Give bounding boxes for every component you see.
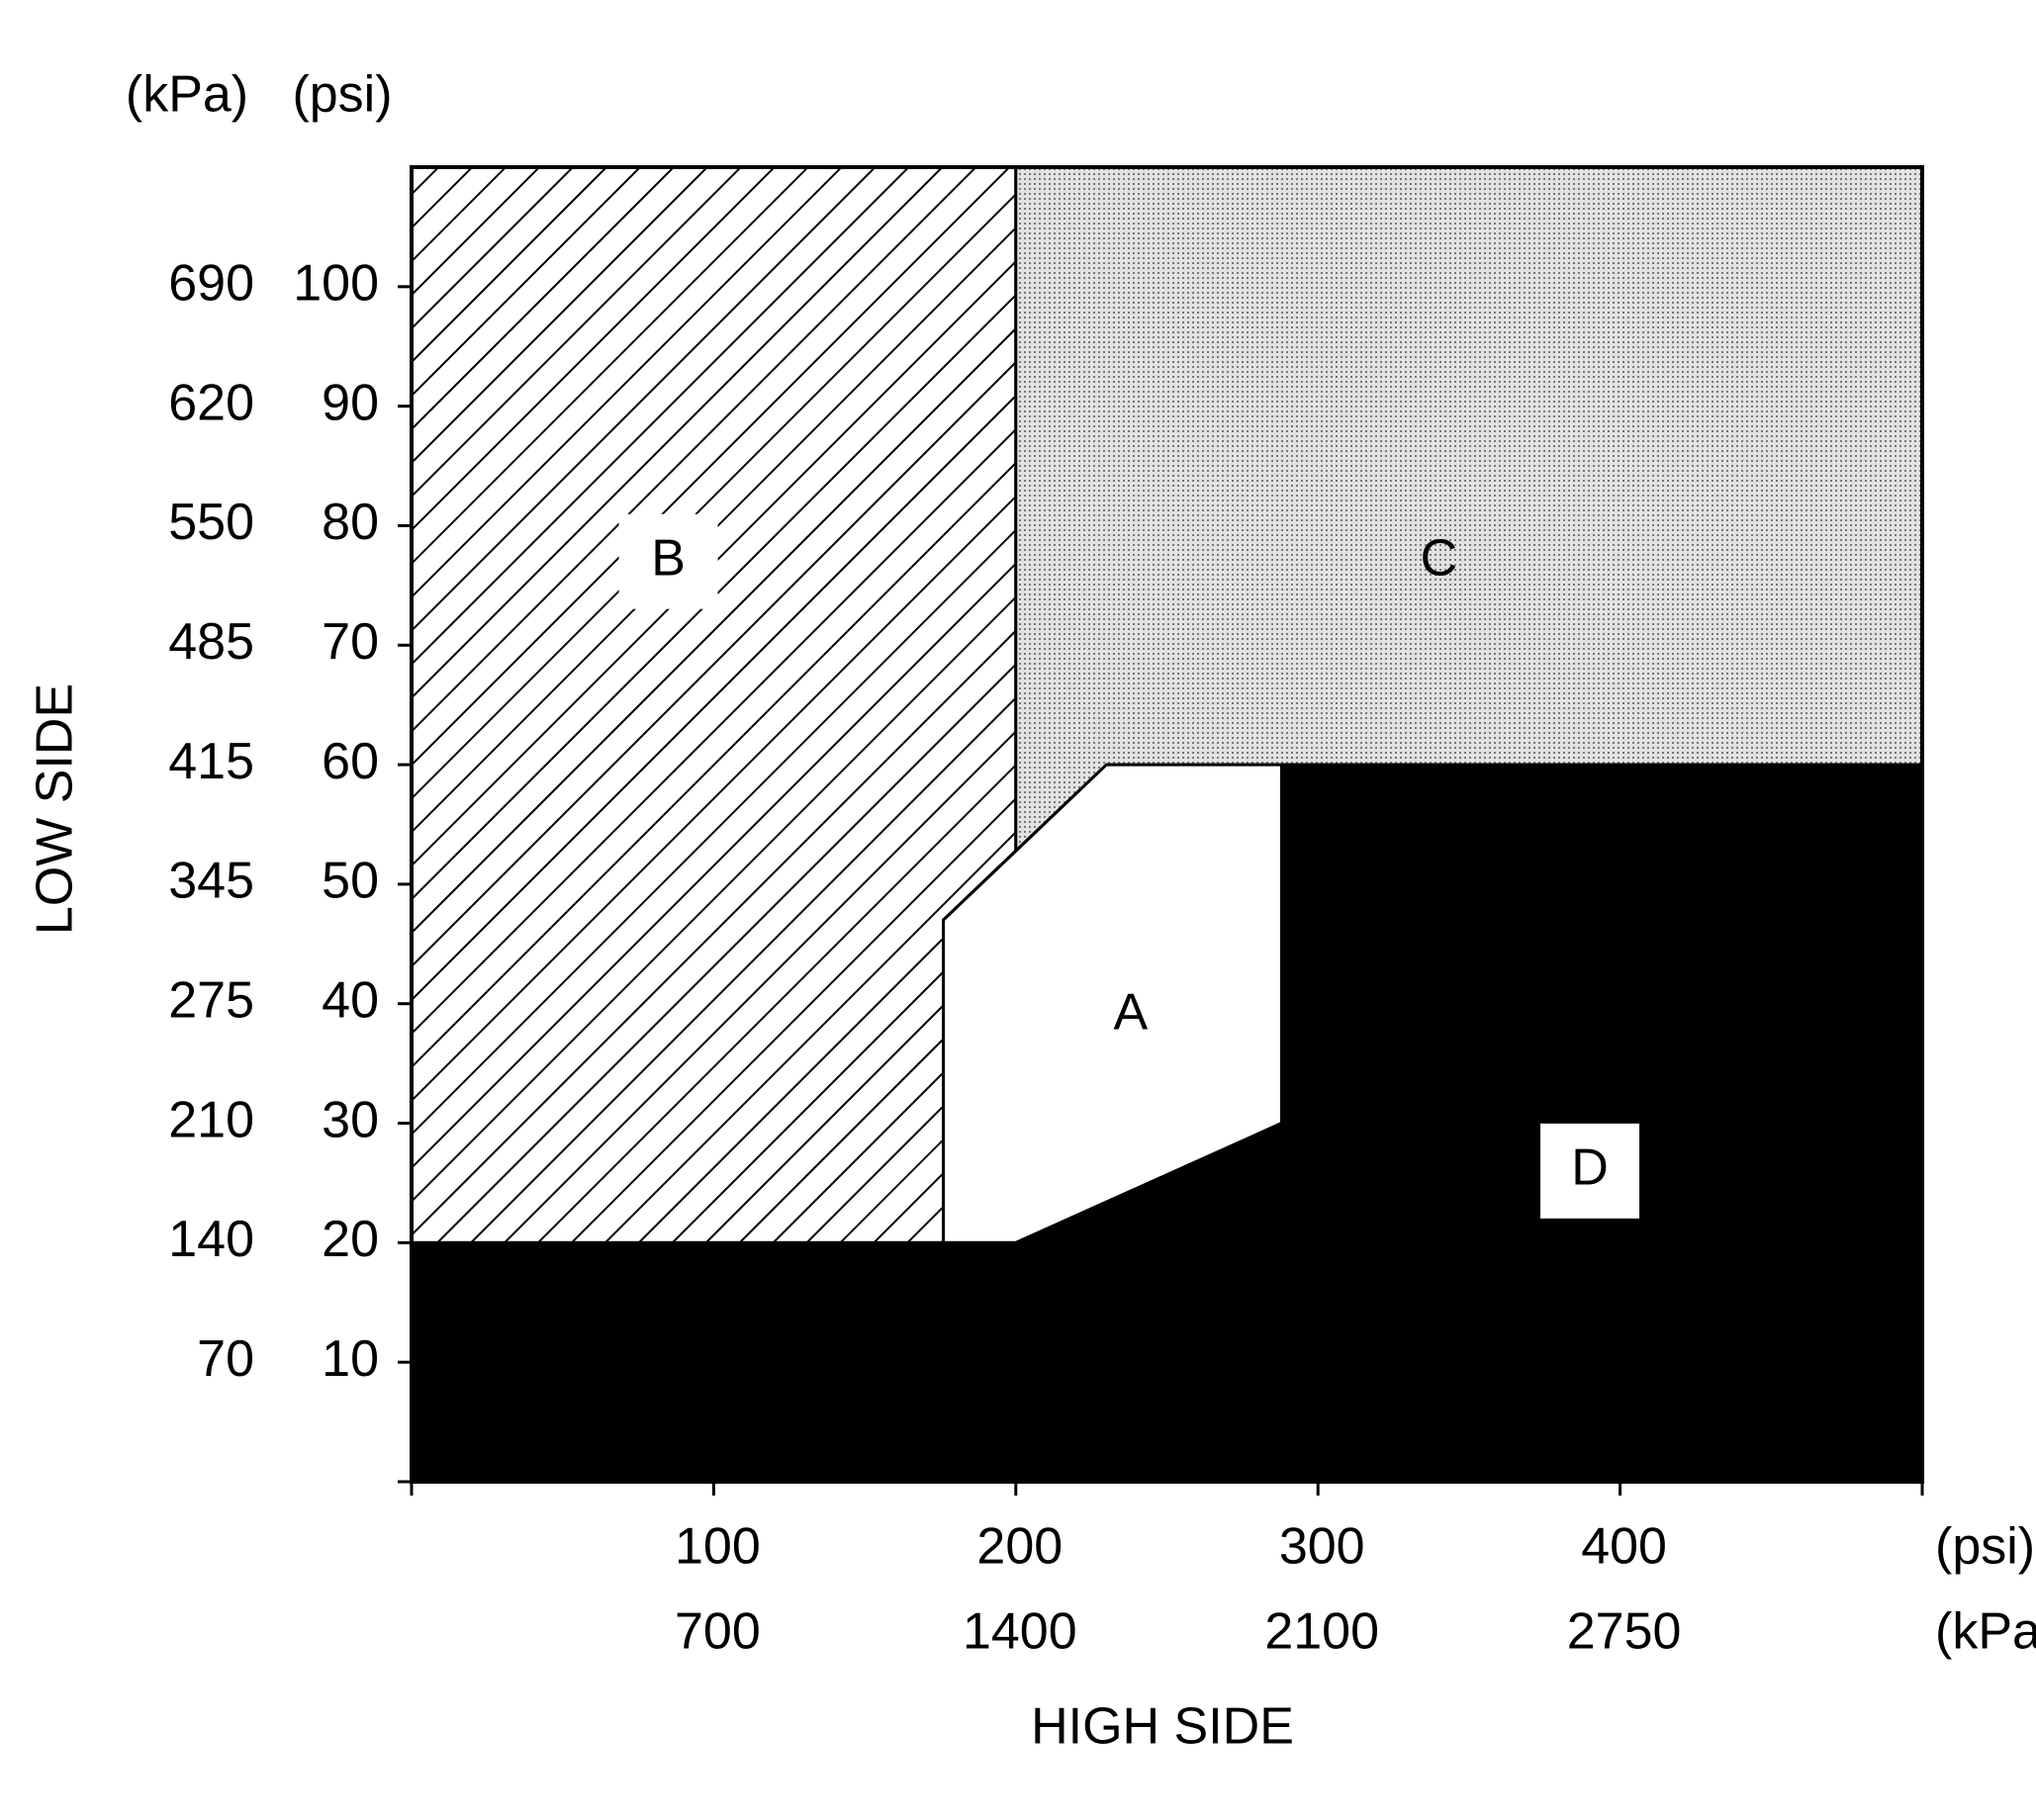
region-label: D — [1571, 1139, 1609, 1197]
y-tick-label-kpa: 140 — [168, 1211, 254, 1268]
x-tick-label-psi: 100 — [675, 1518, 761, 1576]
y-tick-label-psi: 50 — [322, 853, 379, 910]
region-label: B — [651, 529, 686, 587]
x-tick-label-kpa: 2100 — [1264, 1603, 1379, 1661]
y-unit-kpa: (kPa) — [126, 66, 248, 124]
y-tick-label-kpa: 275 — [168, 971, 254, 1029]
plot-area: B C A D 10 70 20 140 30 210 40 275 50 345 60 415 70 485 80… — [168, 165, 1924, 1661]
x-unit-kpa: (kPa) — [1935, 1603, 2036, 1661]
label-box — [1540, 1123, 1640, 1219]
x-tick-label-kpa: 2750 — [1567, 1603, 1682, 1661]
y-tick-label-psi: 40 — [322, 971, 379, 1029]
region-label: C — [1421, 529, 1458, 587]
y-tick-label-kpa: 210 — [168, 1091, 254, 1148]
region — [410, 165, 1018, 1244]
x-axis-title: HIGH SIDE — [1031, 1698, 1294, 1756]
label-box — [618, 513, 718, 609]
y-axis-title: LOW SIDE — [27, 683, 84, 935]
y-tick-label-psi: 80 — [322, 494, 379, 551]
y-tick-label-kpa: 70 — [197, 1330, 254, 1388]
y-tick-label-kpa: 620 — [168, 374, 254, 431]
region-label: A — [1114, 984, 1149, 1042]
y-tick-label-psi: 90 — [322, 374, 379, 431]
y-tick-label-kpa: 485 — [168, 613, 254, 671]
y-tick-label-psi: 20 — [322, 1211, 379, 1268]
y-tick-label-psi: 70 — [322, 613, 379, 671]
y-tick-label-kpa: 550 — [168, 494, 254, 551]
x-tick-label-psi: 400 — [1581, 1518, 1667, 1576]
region — [1014, 165, 1924, 855]
y-tick-label-psi: 100 — [293, 255, 379, 313]
x-tick-label-kpa: 1400 — [963, 1603, 1077, 1661]
y-tick-label-kpa: 345 — [168, 853, 254, 910]
plot-frame — [410, 165, 1924, 1484]
x-unit-psi: (psi) — [1935, 1518, 2035, 1576]
y-tick-label-kpa: 690 — [168, 255, 254, 313]
y-tick-label-psi: 30 — [322, 1091, 379, 1148]
y-tick-label-psi: 60 — [322, 733, 379, 790]
x-tick-label-psi: 200 — [976, 1518, 1063, 1576]
y-unit-psi: (psi) — [292, 66, 392, 124]
x-tick-label-kpa: 700 — [675, 1603, 761, 1661]
y-tick-label-kpa: 415 — [168, 733, 254, 790]
x-tick-label-psi: 300 — [1279, 1518, 1365, 1576]
y-tick-label-psi: 10 — [322, 1330, 379, 1388]
